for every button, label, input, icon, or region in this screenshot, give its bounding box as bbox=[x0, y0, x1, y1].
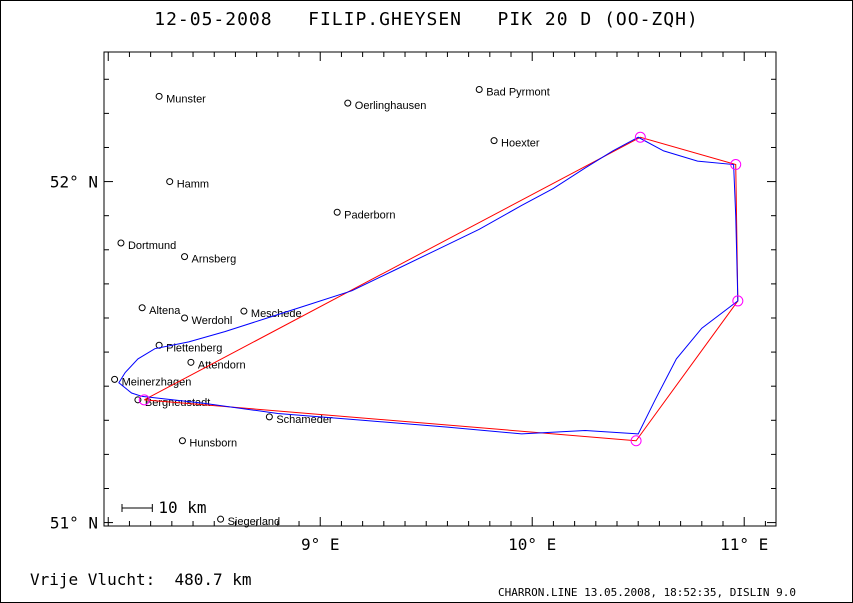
turnpoint-icon bbox=[138, 394, 150, 406]
turnpoint-icon bbox=[630, 435, 642, 447]
town-marker-icon bbox=[117, 239, 125, 247]
town-label: Dortmund bbox=[128, 240, 176, 252]
town-marker-icon bbox=[475, 86, 483, 94]
x-tick-label: 11° E bbox=[720, 535, 768, 554]
turnpoint-icon bbox=[732, 295, 744, 307]
town-label: Hunsborn bbox=[189, 438, 237, 450]
town-label: Werdohl bbox=[192, 315, 233, 327]
town-marker-icon bbox=[217, 515, 225, 523]
distance-value: 480.7 km bbox=[174, 570, 252, 589]
pilot-name: FILIP.GHEYSEN bbox=[308, 9, 463, 30]
glider-name: PIK 20 D (OO-ZQH) bbox=[497, 9, 699, 30]
x-tick-label: 9° E bbox=[301, 535, 340, 554]
distance-readout: Vrije Vlucht: 480.7 km bbox=[30, 570, 252, 589]
track-line bbox=[118, 136, 739, 435]
town-label: Plettenberg bbox=[166, 342, 222, 354]
y-tick-label: 51° N bbox=[50, 514, 98, 533]
town-label: Hoexter bbox=[501, 138, 540, 150]
turnpoint-icon bbox=[634, 131, 646, 143]
town-label: Meinerzhagen bbox=[122, 376, 192, 388]
town-label: Munster bbox=[166, 93, 206, 105]
task-line bbox=[144, 136, 739, 442]
flight-title: 12-05-2008 FILIP.GHEYSEN PIK 20 D (OO-ZQ… bbox=[0, 9, 853, 30]
town-label: Oerlinghausen bbox=[355, 100, 427, 112]
town-marker-icon bbox=[333, 208, 341, 216]
town-marker-icon bbox=[240, 307, 248, 315]
town-marker-icon bbox=[155, 92, 163, 100]
turnpoints bbox=[138, 131, 744, 447]
axis-ticks: 9° E 10° E 11° E 51° N 52° N bbox=[50, 52, 776, 554]
flight-date: 12-05-2008 bbox=[154, 9, 273, 30]
town-label: Hamm bbox=[177, 179, 209, 191]
town-marker-icon bbox=[181, 314, 189, 322]
town-label: Siegerland bbox=[228, 516, 281, 528]
town-marker-icon bbox=[490, 137, 498, 145]
x-tick-label: 10° E bbox=[508, 535, 556, 554]
town-marker-icon bbox=[265, 413, 273, 421]
town-marker-icon bbox=[178, 437, 186, 445]
town-label: Attendorn bbox=[198, 359, 246, 371]
town-marker-icon bbox=[181, 253, 189, 261]
town-label: Meschede bbox=[251, 308, 302, 320]
task-route bbox=[144, 136, 739, 442]
town-marker-icon bbox=[344, 99, 352, 107]
town-marker-icon bbox=[138, 304, 146, 312]
scale-bar-label: 10 km bbox=[158, 498, 206, 517]
town-marker-icon bbox=[166, 178, 174, 186]
town-label: Paderborn bbox=[344, 209, 395, 221]
scale-bar: 10 km bbox=[121, 498, 206, 517]
y-tick-label: 52° N bbox=[50, 173, 98, 192]
town-markers: Munster Oerlinghausen Bad Pyrmont Hoexter Ha… bbox=[111, 86, 550, 528]
flight-track bbox=[118, 136, 739, 435]
turnpoint-icon bbox=[730, 159, 742, 171]
town-label: Bad Pyrmont bbox=[486, 87, 550, 99]
town-marker-icon bbox=[111, 375, 119, 383]
town-marker-icon bbox=[134, 396, 142, 404]
town-marker-icon bbox=[187, 358, 195, 366]
town-label: Arnsberg bbox=[192, 254, 237, 266]
town-label: Altena bbox=[149, 305, 181, 317]
plot-border bbox=[103, 51, 777, 527]
distance-label: Vrije Vlucht: bbox=[30, 570, 156, 589]
credits-line: CHARRON.LINE 13.05.2008, 18:52:35, DISLI… bbox=[498, 586, 797, 599]
